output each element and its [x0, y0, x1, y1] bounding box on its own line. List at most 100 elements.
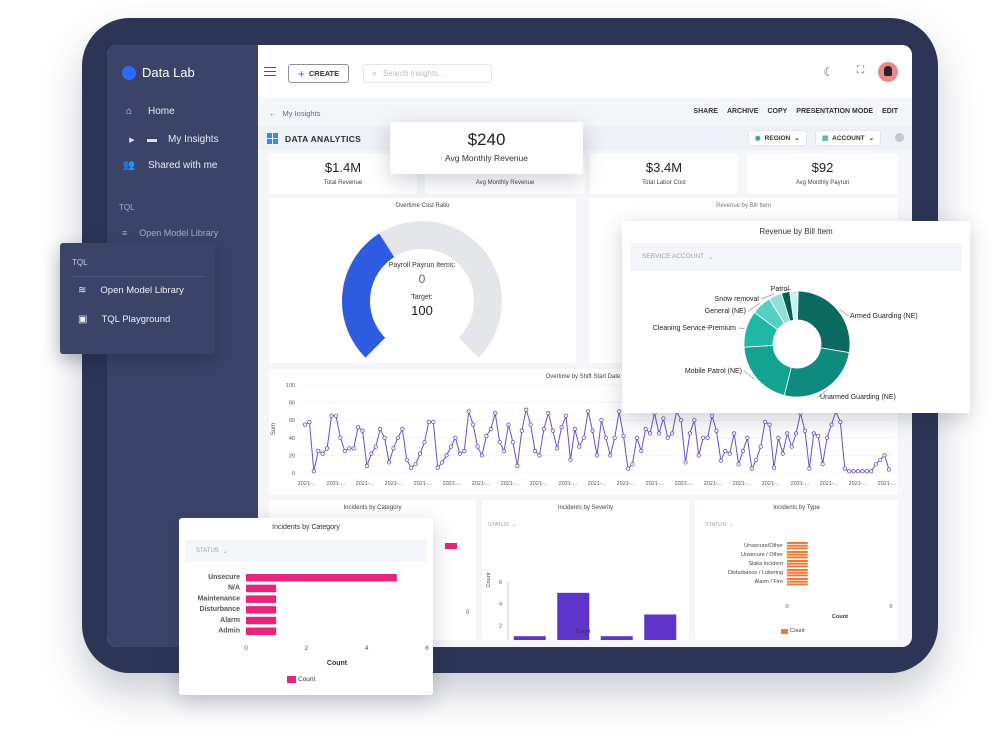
bar: [787, 560, 808, 562]
dark-mode-icon[interactable]: ☾: [823, 65, 834, 79]
brand[interactable]: Data Lab: [122, 65, 195, 80]
data-point: [563, 413, 569, 418]
fullscreen-icon[interactable]: ⛶: [857, 65, 864, 76]
data-point: [886, 467, 892, 472]
presentation-mode-button[interactable]: PRESENTATION MODE: [796, 108, 874, 115]
create-button[interactable]: + CREATE: [288, 64, 349, 83]
status-filter[interactable]: STATUS ⌄: [705, 522, 734, 528]
bar: [787, 574, 808, 577]
data-point: [754, 457, 759, 462]
info-icon[interactable]: [895, 133, 904, 142]
x-tick-label: 2021-...: [791, 481, 810, 487]
kpi-value: $1.4M: [324, 160, 362, 175]
data-point: [435, 465, 440, 470]
chevron-down-icon: ⌄: [708, 254, 714, 261]
data-point: [537, 453, 542, 458]
sidebar-item-my-insights[interactable]: ▶ ▬ My Insights: [128, 134, 218, 145]
bar: [644, 614, 677, 640]
data-point: [590, 428, 595, 433]
line-chart-ylabel: Sum: [271, 423, 277, 435]
data-point: [820, 462, 825, 467]
breadcrumb-label[interactable]: My Insights: [282, 109, 321, 118]
axis-label: Count: [327, 660, 348, 667]
kpi-label: Total Labor Cost: [642, 180, 686, 186]
archive-button[interactable]: ARCHIVE: [726, 108, 759, 115]
bar: [787, 569, 808, 571]
data-point: [621, 433, 626, 439]
data-point: [316, 448, 321, 454]
type-chart-svg: Unsecure/Other Unsecure / Other Slaka Inci…: [728, 542, 893, 620]
kpi-label: Total Revenue: [323, 180, 363, 186]
data-point: [351, 446, 356, 451]
tql-item-label: Open Model Library: [100, 285, 184, 296]
type-card: Incidents by Type STATUS ⌄ Unsecure/Other…: [695, 500, 898, 640]
filter-label: STATUS: [705, 522, 726, 528]
data-point: [426, 419, 431, 425]
data-point: [497, 440, 502, 445]
y-tick-label: 2: [499, 623, 502, 629]
data-point: [670, 431, 675, 436]
data-point: [617, 409, 622, 414]
data-point: [771, 465, 777, 470]
tql-item-playground[interactable]: ▣ TQL Playground: [78, 314, 170, 325]
data-point: [882, 453, 887, 458]
sidebar-item-home[interactable]: ⌂ Home: [122, 106, 175, 117]
legend: Count: [781, 628, 805, 634]
legend: Count: [287, 676, 315, 683]
service-account-filter[interactable]: SERVICE ACCOUNT ⌄: [642, 253, 713, 261]
filter-label: REGION: [764, 134, 791, 142]
data-point: [462, 448, 467, 454]
y-tick-label: Unsecure: [208, 574, 240, 581]
chevron-down-icon: ⌄: [794, 135, 800, 142]
avatar[interactable]: [878, 62, 898, 82]
filter-bar: SERVICE ACCOUNT ⌄: [630, 243, 962, 271]
bar: [246, 584, 277, 593]
data-point: [355, 425, 361, 430]
data-point: [723, 448, 728, 454]
x-tick-label: 0: [244, 645, 248, 652]
edit-button[interactable]: EDIT: [882, 108, 898, 115]
data-point: [873, 462, 878, 467]
sidebar-item-model-library[interactable]: ≡ Open Model Library: [122, 228, 218, 238]
x-tick-label: 2021-...: [588, 481, 607, 487]
donut-slice: [797, 290, 851, 354]
data-point: [586, 409, 591, 414]
divider: [72, 276, 205, 277]
copy-button[interactable]: COPY: [767, 108, 788, 115]
search-input[interactable]: ⌕ Search Insights...: [363, 64, 492, 83]
leader-line: [785, 288, 792, 291]
data-point: [612, 435, 617, 440]
share-button[interactable]: SHARE: [693, 108, 718, 115]
status-filter[interactable]: STATUS ⌄: [488, 522, 517, 528]
document-icon: ▤: [822, 135, 829, 142]
y-tick-label: 60: [289, 418, 295, 424]
gauge-svg: [342, 221, 502, 358]
axis-label: Count: [486, 572, 492, 587]
x-tick-label: 2021-...: [820, 481, 839, 487]
breadcrumb[interactable]: ← My Insights: [269, 109, 320, 118]
data-point: [550, 428, 555, 433]
data-point: [665, 435, 670, 440]
chevron-down-icon: ⌄: [868, 135, 875, 142]
slice-label: General (NE): [705, 308, 746, 315]
tql-playground-icon: ▣: [78, 314, 88, 325]
tql-item-model-library[interactable]: ≋ Open Model Library: [78, 285, 184, 296]
back-arrow-icon[interactable]: ←: [269, 109, 277, 118]
data-point: [581, 435, 586, 440]
data-point: [364, 463, 370, 469]
hamburger-menu-icon[interactable]: [264, 67, 276, 76]
y-tick-label: Admin: [218, 628, 240, 635]
sidebar-item-shared[interactable]: 👥 Shared with me: [122, 160, 218, 171]
data-point: [740, 448, 746, 454]
region-filter[interactable]: ◉ REGION ⌄: [748, 130, 807, 146]
account-filter[interactable]: ▤ ACCOUNT ⌄: [815, 130, 882, 146]
y-tick-label: Disturbance: [200, 606, 241, 613]
data-point: [745, 435, 750, 440]
data-point: [528, 422, 533, 427]
data-point: [851, 469, 856, 474]
status-filter[interactable]: STATUS ⌄: [196, 548, 228, 555]
slice-label: Unarmed Guarding (NE): [820, 394, 896, 401]
data-point: [603, 435, 608, 440]
data-point: [701, 435, 706, 440]
